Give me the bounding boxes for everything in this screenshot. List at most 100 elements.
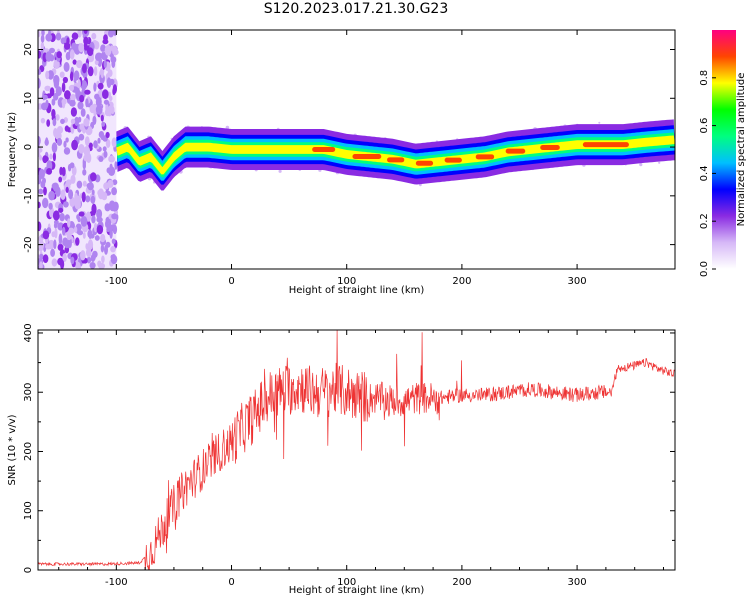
noise-blob xyxy=(49,47,55,54)
noise-blob xyxy=(66,37,70,45)
noise-blob xyxy=(111,213,118,220)
noise-blob xyxy=(82,63,87,74)
noise-blob xyxy=(107,69,113,77)
noise-blob xyxy=(65,137,69,143)
noise-blob xyxy=(38,77,41,89)
noise-blob xyxy=(51,142,58,153)
noise-blob xyxy=(100,233,106,243)
noise-blob xyxy=(40,117,46,124)
noise-blob xyxy=(71,32,79,40)
colorbar-tick-label: 0.8 xyxy=(699,70,710,86)
noise-blob xyxy=(87,66,94,77)
noise-blob xyxy=(93,82,97,92)
noise-blob xyxy=(41,30,45,36)
noise-blob xyxy=(85,98,89,108)
noise-blob xyxy=(95,105,103,115)
noise-blob xyxy=(86,247,92,258)
noise-blob xyxy=(59,71,65,78)
noise-blob xyxy=(64,90,71,100)
noise-blob xyxy=(61,166,66,177)
noise-blob xyxy=(51,98,56,106)
snr-series-line xyxy=(38,330,675,570)
noise-blob xyxy=(52,210,60,221)
noise-blob xyxy=(101,255,105,264)
noise-blob xyxy=(54,131,62,140)
noise-blob xyxy=(60,259,65,269)
noise-blob xyxy=(56,125,64,134)
noise-blob xyxy=(91,189,95,196)
noise-blob xyxy=(42,177,46,184)
noise-blob xyxy=(96,209,103,219)
noise-blob xyxy=(86,182,93,189)
colorbar-label: Normalized spectral amplitude xyxy=(736,73,747,227)
colorbar-tick-label: 0.6 xyxy=(699,118,710,134)
noise-blob xyxy=(96,217,103,223)
noise-blob xyxy=(90,172,97,182)
noise-blob xyxy=(70,118,76,125)
noise-blob xyxy=(42,230,50,240)
colorbar-tick-label: 0.4 xyxy=(699,165,710,181)
noise-blob xyxy=(51,182,59,190)
noise-blob xyxy=(88,142,93,149)
noise-blob xyxy=(93,222,98,233)
noise-blob xyxy=(45,51,52,62)
noise-blob xyxy=(56,137,63,146)
noise-blob xyxy=(112,87,116,96)
noise-blob xyxy=(65,186,69,193)
ridge-band-3 xyxy=(116,132,675,178)
noise-blob xyxy=(111,137,117,148)
noise-blob xyxy=(91,32,97,40)
noise-blob xyxy=(45,137,49,146)
noise-blob xyxy=(87,239,94,251)
x-tick-label: 300 xyxy=(568,577,587,588)
ridge-band-4 xyxy=(116,135,675,175)
noise-blob xyxy=(82,169,87,176)
noise-blob xyxy=(83,154,90,162)
noise-blob xyxy=(50,248,55,257)
x-tick-label: -100 xyxy=(105,276,128,287)
noise-blob xyxy=(70,107,77,117)
noise-blob xyxy=(109,202,116,212)
noise-blob xyxy=(69,49,75,60)
noise-blob xyxy=(97,189,103,197)
noise-blob xyxy=(78,133,85,141)
noise-blob xyxy=(53,78,60,89)
colorbar: 0.0 0.2 0.4 0.6 0.8 Normalized spectral ampli… xyxy=(699,30,747,277)
noise-blob xyxy=(101,191,108,199)
noise-blob xyxy=(96,224,104,235)
noise-blob xyxy=(46,119,51,127)
noise-blob xyxy=(108,30,114,38)
noise-blob xyxy=(111,59,116,68)
noise-blob xyxy=(80,250,86,261)
noise-blob xyxy=(38,201,41,209)
noise-blob xyxy=(109,163,113,173)
noise-blob xyxy=(69,85,75,92)
noise-blob xyxy=(92,115,97,125)
noise-blob xyxy=(77,216,81,223)
noise-blob xyxy=(39,253,44,260)
noise-blob xyxy=(112,45,118,56)
noise-blob xyxy=(38,221,42,232)
noise-blob xyxy=(62,253,67,262)
noise-blob xyxy=(97,137,101,144)
noise-blob xyxy=(65,179,72,186)
y-tick-label: 0 xyxy=(23,144,34,150)
noise-blob xyxy=(97,82,104,90)
noise-blob xyxy=(67,218,71,228)
noise-blob xyxy=(68,189,74,200)
noise-blob xyxy=(92,250,98,258)
noise-blob xyxy=(77,116,82,123)
noise-blob xyxy=(51,231,56,238)
noise-blob xyxy=(73,77,77,83)
noise-blob xyxy=(48,190,55,201)
noise-blob xyxy=(62,226,66,236)
noise-blob xyxy=(52,152,57,162)
y-axis-label: Frequency (Hz) xyxy=(7,112,18,188)
ridge-peak xyxy=(540,144,560,150)
noise-blob xyxy=(110,105,115,115)
noise-blob xyxy=(85,243,89,250)
noise-blob xyxy=(90,195,96,204)
x-axis-label: Height of straight line (km) xyxy=(289,285,425,296)
y-tick-label: 400 xyxy=(23,323,34,342)
noise-blob xyxy=(76,60,83,69)
